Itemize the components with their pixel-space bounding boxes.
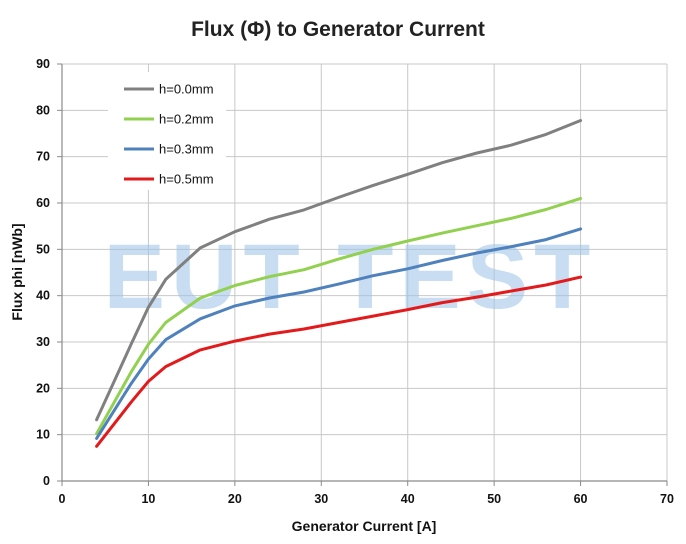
tick-labels: 0 10 20 30 40 50 60 70 80 90 0 10 20 30 40 50 60 70 [36, 57, 674, 506]
series-line-1 [95, 119, 583, 422]
y-tick-label: 10 [36, 428, 50, 442]
legend-label-4: h=0.5mm [159, 172, 214, 187]
watermark-text: EUT TEST [104, 226, 597, 328]
series-lines [95, 119, 583, 448]
legend-box [108, 72, 226, 190]
y-tick-label: 60 [36, 196, 50, 210]
chart-title: Flux (Φ) to Generator Current [191, 18, 485, 41]
y-tick-label: 70 [36, 150, 50, 164]
y-tick-label: 40 [36, 289, 50, 303]
legend-label-1: h=0.0mm [159, 82, 214, 97]
y-axis-label: Flux phi [nWb] [9, 223, 25, 320]
y-tick-label: 90 [36, 57, 50, 71]
y-tick-label: 30 [36, 335, 50, 349]
x-tick-label: 30 [314, 492, 328, 506]
series-line-4 [95, 275, 583, 448]
axes [57, 63, 668, 486]
x-tick-label: 70 [660, 492, 674, 506]
legend: h=0.0mm h=0.2mm h=0.3mm h=0.5mm [108, 72, 226, 190]
x-tick-label: 10 [141, 492, 155, 506]
legend-label-2: h=0.2mm [159, 112, 214, 127]
x-tick-label: 60 [574, 492, 588, 506]
x-tick-label: 0 [59, 492, 66, 506]
legend-label-3: h=0.3mm [159, 142, 214, 157]
y-tick-label: 50 [36, 242, 50, 256]
series-line-2 [95, 196, 583, 436]
series-line-3 [95, 227, 583, 440]
x-tick-label: 50 [487, 492, 501, 506]
y-tick-label: 80 [36, 103, 50, 117]
x-axis-label: Generator Current [A] [292, 518, 437, 534]
y-tick-label: 20 [36, 381, 50, 395]
y-tick-label: 0 [43, 474, 50, 488]
x-tick-label: 20 [228, 492, 242, 506]
x-tick-label: 40 [401, 492, 415, 506]
